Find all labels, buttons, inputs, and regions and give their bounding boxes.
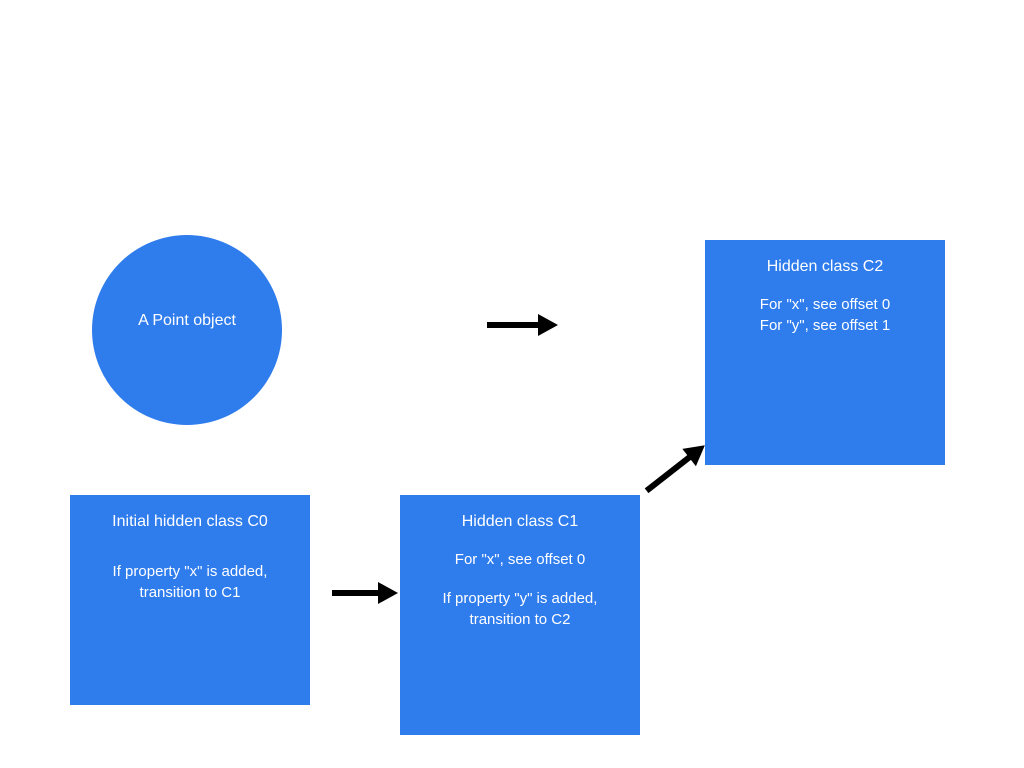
node-c2-line: For "x", see offset 0 [760,294,890,315]
diagram-canvas: A Point object Initial hidden class C0 I… [0,0,1024,768]
node-c0: Initial hidden class C0 If property "x" … [70,495,310,705]
node-c2-line: For "y", see offset 1 [760,315,890,336]
node-c1-line: For "x", see offset 0 [455,549,585,570]
node-c0-line: If property "x" is added, [113,561,268,582]
arrow-icon [330,573,404,613]
node-c1: Hidden class C1 For "x", see offset 0 If… [400,495,640,735]
node-c0-title: Initial hidden class C0 [112,513,268,531]
node-c2: Hidden class C2 For "x", see offset 0 Fo… [705,240,945,465]
node-c1-line: If property "y" is added, [443,588,598,609]
node-c1-line: transition to C2 [470,609,571,630]
arrow-icon [485,305,564,345]
node-point-title: A Point object [138,312,236,330]
node-point-object: A Point object [92,235,282,425]
node-c0-line: transition to C1 [140,582,241,603]
node-c1-title: Hidden class C1 [462,513,579,531]
node-c2-title: Hidden class C2 [767,258,884,276]
